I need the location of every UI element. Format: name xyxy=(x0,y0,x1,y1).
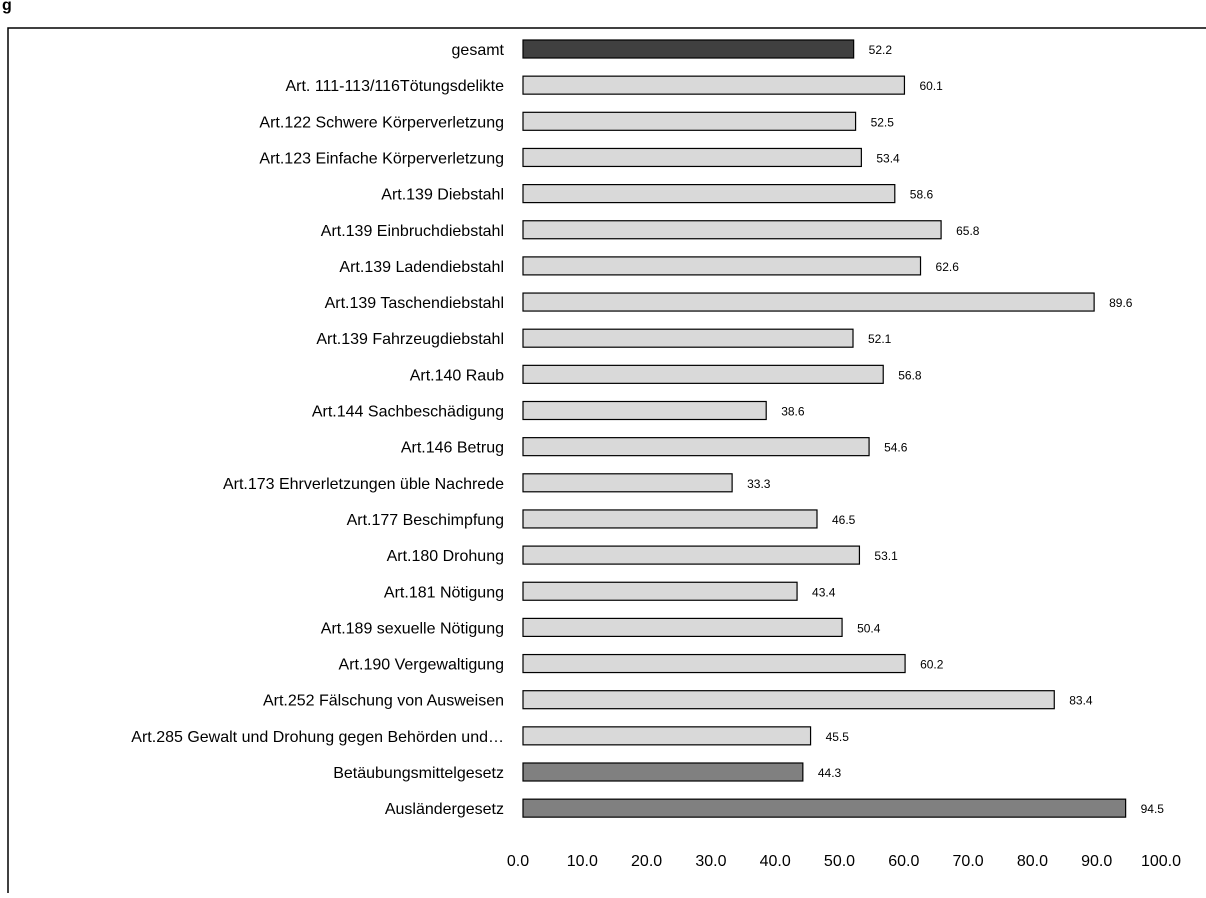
category-label: Ausländergesetz xyxy=(385,801,504,818)
value-label: 54.6 xyxy=(884,441,908,455)
x-tick-label: 100.0 xyxy=(1141,853,1181,870)
bar xyxy=(523,618,842,636)
category-label: Art.140 Raub xyxy=(410,367,504,384)
x-tick-label: 20.0 xyxy=(631,853,662,870)
value-label: 52.2 xyxy=(869,43,893,57)
value-label: 43.4 xyxy=(812,585,836,599)
category-label: Art.139 Diebstahl xyxy=(381,187,504,204)
value-label: 52.1 xyxy=(868,332,892,346)
bar xyxy=(523,40,854,58)
bar xyxy=(523,293,1094,311)
bar xyxy=(523,221,941,239)
bar xyxy=(523,402,766,420)
value-label: 53.1 xyxy=(874,549,898,563)
bar xyxy=(523,257,921,275)
bar xyxy=(523,510,817,528)
value-label: 60.1 xyxy=(919,79,943,93)
value-label: 65.8 xyxy=(956,224,980,238)
category-label: Art.144 Sachbeschädigung xyxy=(312,404,504,421)
bar xyxy=(523,474,732,492)
x-tick-label: 40.0 xyxy=(760,853,791,870)
category-label: Art.122 Schwere Körperverletzung xyxy=(259,114,504,131)
bar xyxy=(523,438,869,456)
bar xyxy=(523,546,859,564)
bar xyxy=(523,329,853,347)
value-label: 50.4 xyxy=(857,621,881,635)
x-tick-label: 70.0 xyxy=(953,853,984,870)
bars-layer xyxy=(523,40,1126,817)
value-label: 89.6 xyxy=(1109,296,1133,310)
x-tick-label: 0.0 xyxy=(507,853,529,870)
value-label: 58.6 xyxy=(910,188,934,202)
value-label: 46.5 xyxy=(832,513,856,527)
x-tick-label: 80.0 xyxy=(1017,853,1048,870)
category-label: Art. 111-113/116Tötungsdelikte xyxy=(285,78,504,95)
bar xyxy=(523,763,803,781)
x-tick-label: 60.0 xyxy=(888,853,919,870)
x-tick-label: 10.0 xyxy=(567,853,598,870)
category-label: Art.180 Drohung xyxy=(387,548,504,565)
x-tick-label: 50.0 xyxy=(824,853,855,870)
bar xyxy=(523,799,1126,817)
value-label: 44.3 xyxy=(818,766,842,780)
category-label: Art.139 Einbruchdiebstahl xyxy=(321,223,504,240)
category-label: Art.189 sexuelle Nötigung xyxy=(321,620,504,637)
value-label: 56.8 xyxy=(898,368,922,382)
bar xyxy=(523,76,904,94)
value-label: 52.5 xyxy=(871,115,895,129)
value-label: 94.5 xyxy=(1141,802,1165,816)
category-label: gesamt xyxy=(452,42,505,59)
value-label: 60.2 xyxy=(920,658,944,672)
category-label: Art.139 Fahrzeugdiebstahl xyxy=(316,331,504,348)
category-label: Art.252 Fälschung von Ausweisen xyxy=(263,693,504,710)
category-label: Art.146 Betrug xyxy=(401,440,504,457)
value-label: 53.4 xyxy=(876,151,900,165)
category-label: Art.123 Einfache Körperverletzung xyxy=(259,150,504,167)
x-tick-label: 90.0 xyxy=(1081,853,1112,870)
header-fragment: g xyxy=(2,0,12,14)
category-label: Art.190 Vergewaltigung xyxy=(339,657,504,674)
bar xyxy=(523,112,856,130)
value-label: 83.4 xyxy=(1069,694,1093,708)
category-label: Art.139 Ladendiebstahl xyxy=(339,259,504,276)
category-label: Art.181 Nötigung xyxy=(384,584,504,601)
category-label: Art.285 Gewalt und Drohung gegen Behörde… xyxy=(131,729,504,746)
value-label: 62.6 xyxy=(936,260,960,274)
category-label: Art.177 Beschimpfung xyxy=(347,512,504,529)
value-label: 38.6 xyxy=(781,405,805,419)
value-label: 33.3 xyxy=(747,477,771,491)
bar xyxy=(523,365,883,383)
category-label: Art.173 Ehrverletzungen üble Nachrede xyxy=(223,476,504,493)
bar xyxy=(523,727,811,745)
bar xyxy=(523,185,895,203)
value-label: 45.5 xyxy=(826,730,850,744)
bar xyxy=(523,148,861,166)
x-axis: 0.0 10.0 20.0 30.0 40.0 50.0 60.0 70.0 80.0 90.0 1… xyxy=(507,853,1181,870)
category-labels: gesamt Art. 111-113/116Tötungsdelikte Art.… xyxy=(131,42,504,818)
bar xyxy=(523,582,797,600)
category-label: Art.139 Taschendiebstahl xyxy=(325,295,504,312)
bar xyxy=(523,655,905,673)
bar xyxy=(523,691,1054,709)
category-label: Betäubungsmittelgesetz xyxy=(333,765,504,782)
x-tick-label: 30.0 xyxy=(695,853,726,870)
